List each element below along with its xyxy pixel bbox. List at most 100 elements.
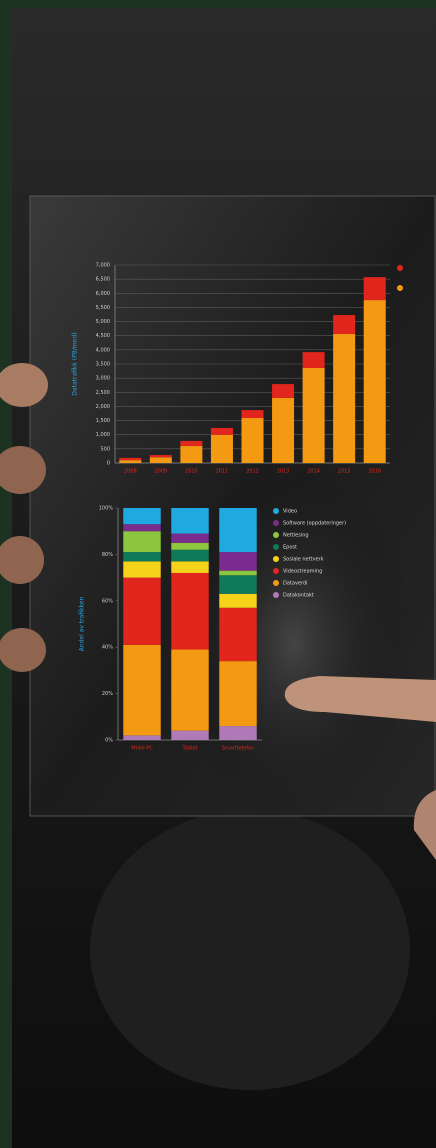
- bar-segment: [171, 649, 209, 731]
- bar-segment: [171, 572, 209, 650]
- y-tick-label: 2,500: [96, 390, 110, 396]
- y-tick-label: 3,500: [96, 362, 110, 368]
- thumb: [413, 790, 436, 860]
- legend-marker: [273, 580, 279, 586]
- bar-segment: [363, 277, 386, 301]
- bar-segment: [219, 607, 257, 662]
- finger: [0, 363, 48, 407]
- y-tick-label: 60%: [102, 598, 113, 604]
- bar-segment: [123, 508, 161, 525]
- bar-segment: [171, 561, 209, 573]
- legend-marker: [273, 520, 279, 526]
- bar-segment: [123, 531, 161, 553]
- bar-segment: [219, 726, 257, 740]
- legend-label: Nettlesing: [283, 533, 309, 539]
- bar-segment: [171, 542, 209, 550]
- x-tick-label: 2013: [277, 469, 290, 475]
- bar-segment: [219, 552, 257, 571]
- finger: [0, 446, 46, 494]
- legend-marker: [273, 592, 279, 598]
- bar-segment: [180, 440, 203, 447]
- y-tick-label: 1,500: [96, 418, 110, 424]
- x-tick-label: 2012: [246, 469, 259, 475]
- bar-segment: [219, 661, 257, 727]
- x-tick-label: Smarttelefon: [222, 746, 255, 752]
- bar-segment: [272, 384, 295, 398]
- bar-segment: [149, 457, 172, 463]
- y-tick-label: 0%: [105, 738, 113, 744]
- legend-marker: [397, 265, 403, 271]
- bar-segment: [123, 552, 161, 562]
- pointing-finger: [284, 676, 436, 722]
- y-tick-label: 6,500: [96, 277, 110, 283]
- x-tick-label: 2011: [216, 469, 229, 475]
- bar-segment: [123, 644, 161, 736]
- legend-label: Epost: [283, 545, 297, 551]
- y-tick-label: 4,000: [96, 347, 110, 353]
- y-tick-label: 4,500: [96, 333, 110, 339]
- x-tick-label: Mobil PC: [131, 746, 153, 752]
- bar-segment: [210, 427, 233, 435]
- legend-marker: [273, 532, 279, 538]
- bar-segment: [272, 397, 295, 463]
- y-tick-label: 20%: [102, 691, 113, 697]
- legend-label: Dataverdi: [283, 581, 308, 587]
- bar-segment: [241, 418, 264, 463]
- y-tick-label: 2,000: [96, 404, 110, 410]
- bar-segment: [171, 508, 209, 534]
- legend-marker: [273, 508, 279, 514]
- x-tick-label: 2016: [368, 469, 381, 475]
- y-axis-label: Datatrafikk (PB/mnd): [72, 332, 79, 395]
- bar-segment: [123, 561, 161, 578]
- y-tick-label: 0: [107, 461, 110, 467]
- legend-marker: [397, 285, 403, 291]
- legend-label: Datakontakt: [283, 593, 314, 599]
- body-shadow: [90, 810, 410, 1090]
- bar-segment: [171, 533, 209, 543]
- legend-marker: [273, 544, 279, 550]
- bar-segment: [149, 455, 172, 458]
- bar-segment: [302, 367, 325, 463]
- bar-segment: [123, 577, 161, 645]
- bar-segment: [171, 549, 209, 562]
- x-tick-label: 2014: [307, 469, 320, 475]
- y-tick-label: 7,000: [96, 263, 110, 269]
- bar-segment: [219, 508, 257, 553]
- x-tick-label: 2008: [124, 469, 137, 475]
- y-tick-label: 500: [100, 446, 110, 452]
- y-tick-label: 6,000: [96, 291, 110, 297]
- y-tick-label: 5,000: [96, 319, 110, 325]
- legend-marker: [273, 556, 279, 562]
- legend-label: Videostreaming: [283, 569, 322, 575]
- x-tick-label: Tablet: [182, 746, 198, 752]
- legend-marker: [273, 568, 279, 574]
- bar-segment: [219, 570, 257, 576]
- legend-label: Software (oppdateringer): [283, 521, 346, 527]
- legend-label: Video: [283, 509, 297, 515]
- bar-segment: [210, 434, 233, 463]
- x-tick-label: 2015: [338, 469, 351, 475]
- y-tick-label: 1,000: [96, 432, 110, 438]
- y-tick-label: 5,500: [96, 305, 110, 311]
- y-tick-label: 40%: [102, 645, 113, 651]
- bar-segment: [123, 735, 161, 740]
- bar-segment: [219, 575, 257, 594]
- y-tick-label: 80%: [102, 552, 113, 558]
- charts: 0 500 1,000 1,500 2,000 2,500 3,000 3,500 4,000 4…: [72, 263, 403, 752]
- finger: [0, 628, 46, 672]
- y-tick-label: 100%: [99, 506, 114, 512]
- bar-segment: [119, 457, 142, 461]
- bar-segment: [219, 593, 257, 608]
- bar-segment: [119, 460, 142, 463]
- y-axis-label: Andel av trafikken: [79, 596, 86, 651]
- bar-segment: [302, 352, 325, 368]
- bar-segment: [171, 730, 209, 740]
- top-strip: [0, 0, 436, 8]
- bar-segment: [180, 446, 203, 463]
- bar-segment: [123, 524, 161, 532]
- legend-label: Sosiale nettverk: [283, 557, 324, 563]
- bar-segment: [241, 410, 264, 419]
- bar-segment: [333, 334, 356, 463]
